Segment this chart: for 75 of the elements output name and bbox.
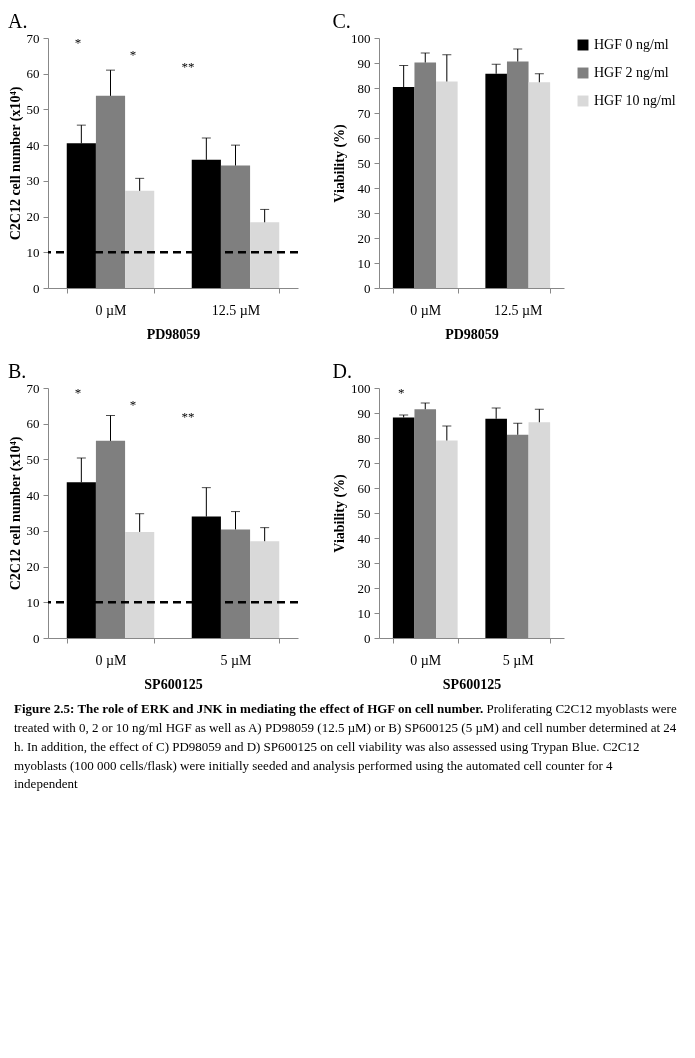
bar (125, 190, 155, 288)
y-tick-label: 90 (357, 405, 371, 421)
y-tick-label: 70 (357, 105, 371, 121)
bar (528, 422, 551, 638)
y-axis-title: Viability (%) (332, 473, 348, 553)
y-tick-label: 10 (26, 594, 40, 610)
x-tick-label: 0 µM (410, 652, 442, 668)
y-tick-label: 60 (357, 130, 371, 146)
legend-label: HGF 2 ng/ml (594, 65, 669, 80)
y-tick-label: 30 (357, 555, 371, 571)
y-tick-label: 30 (357, 205, 371, 221)
y-tick-label: 10 (357, 605, 371, 621)
x-tick-label: 12.5 µM (493, 302, 544, 318)
y-tick-label: 40 (26, 487, 40, 503)
annotation: ** (181, 59, 195, 74)
y-tick-label: 70 (26, 380, 40, 396)
y-tick-label: 40 (26, 137, 40, 153)
y-tick-label: 20 (357, 230, 371, 246)
annotation: * (74, 35, 82, 50)
y-tick-label: 60 (26, 66, 40, 82)
y-tick-label: 30 (26, 173, 40, 189)
y-tick-label: 20 (357, 580, 371, 596)
y-tick-label: 50 (26, 451, 40, 467)
chart-title: A. (8, 10, 28, 32)
y-tick-label: 100 (351, 380, 371, 396)
x-tick-label: 12.5 µM (211, 302, 261, 318)
x-axis-title: SP600125 (144, 676, 203, 692)
annotation: * (129, 397, 137, 412)
y-tick-label: 10 (26, 244, 40, 260)
y-tick-label: 100 (351, 30, 371, 46)
y-tick-label: 0 (364, 630, 371, 646)
y-tick-label: 80 (357, 80, 371, 96)
annotation: * (74, 385, 82, 400)
bar (436, 440, 458, 638)
x-axis-title: PD98059 (146, 326, 201, 342)
x-tick-label: 0 µM (95, 302, 128, 318)
x-axis-title: PD98059 (445, 326, 499, 342)
x-tick-label: 5 µM (502, 652, 535, 668)
y-tick-label: 0 (33, 630, 40, 646)
y-tick-label: 90 (357, 55, 371, 71)
bar (125, 531, 155, 638)
x-tick-label: 0 µM (95, 652, 128, 668)
y-tick-label: 70 (357, 455, 371, 471)
y-tick-label: 10 (357, 255, 371, 271)
y-tick-label: 20 (26, 209, 40, 225)
y-tick-label: 0 (364, 280, 371, 296)
y-tick-label: 20 (26, 559, 40, 575)
annotation: ** (181, 409, 195, 424)
y-tick-label: 50 (26, 101, 40, 117)
caption: Figure 2.5: The role of ERK and JNK in mediating the effect of HGF on cell number. Proliferating C2C12 myoblasts were treated with 0, 2 or 10 ng/ml HGF as well as A) PD98059 (12.5 µM) or B) SP600125 (5 µM) and cell number determined at 24 h. In addition, the effect of C) PD98059 and D) SP600125 on cell viability was also assessed using Trypan Blue. C2C12 myoblasts (100 000 cells/flask) were initially seeded and analysis performed using the automated cell counter for 4 independent (14, 700, 678, 794)
y-tick-label: 60 (26, 416, 40, 432)
y-tick-label: 40 (357, 180, 371, 196)
y-tick-label: 0 (33, 280, 40, 296)
legend-label: HGF 0 ng/ml (594, 37, 669, 52)
y-tick-label: 50 (357, 155, 371, 171)
y-tick-label: 50 (357, 505, 371, 521)
y-tick-label: 70 (26, 30, 40, 46)
y-axis-title: Viability (%) (332, 123, 348, 203)
chart-title: D. (332, 360, 352, 382)
annotation: * (129, 47, 137, 62)
legend-label: HGF 10 ng/ml (594, 93, 676, 108)
x-tick-label: 5 µM (220, 652, 253, 668)
bar (250, 541, 280, 638)
y-tick-label: 80 (357, 430, 371, 446)
x-axis-title: SP600125 (442, 676, 502, 692)
chart-title: C. (332, 10, 351, 32)
y-tick-label: 60 (357, 480, 371, 496)
bar (250, 222, 280, 288)
y-tick-label: 30 (26, 523, 40, 539)
y-tick-label: 40 (357, 530, 371, 546)
x-tick-label: 0 µM (410, 302, 442, 318)
chart-title: B. (8, 360, 27, 382)
y-axis-title: C2C12 cell number (x10⁴) (7, 436, 24, 591)
annotation: * (397, 385, 405, 400)
y-axis-title: C2C12 cell number (x10⁴) (7, 86, 24, 241)
